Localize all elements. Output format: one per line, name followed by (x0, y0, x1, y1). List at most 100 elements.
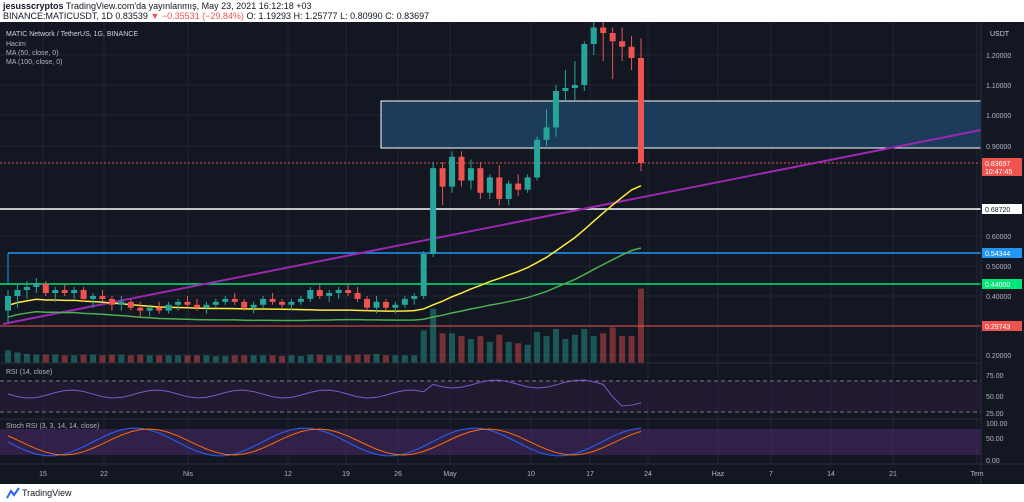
candle-body (99, 296, 106, 299)
price-level-badge (982, 158, 1022, 176)
time-tick: 24 (644, 471, 652, 478)
candle-body (571, 85, 578, 88)
time-tick: 15 (39, 471, 47, 478)
candle-body (354, 293, 361, 299)
candle-body (552, 91, 559, 128)
countdown-label: 10:47:45 (985, 169, 1012, 176)
volume-bar (156, 355, 163, 363)
time-tick: May (443, 471, 457, 478)
candle-body (600, 27, 607, 33)
candle-body (467, 168, 474, 181)
time-axis[interactable]: 15 22 Nis 12 19 26 May 10 17 24 Haz 7 14 21 Tem (39, 471, 984, 478)
candle-body (184, 301, 191, 305)
volume-bar (382, 355, 389, 363)
rsi-tick: 75.00 (986, 373, 1004, 380)
volume-bar (203, 355, 210, 363)
high-value: H: 1.25777 (293, 11, 338, 21)
candle-body (524, 177, 531, 190)
price-level-badge (982, 204, 1022, 214)
candle-body (307, 290, 314, 299)
candle-body (156, 307, 163, 311)
candle-body (14, 290, 21, 296)
volume-bar (600, 333, 607, 363)
candle-body (175, 301, 182, 305)
time-tick: 12 (284, 471, 292, 478)
volume-bar (137, 354, 144, 363)
volume-bar (316, 354, 323, 363)
price-tick: 0.90000 (986, 144, 1011, 151)
volume-bar (619, 336, 626, 363)
candle-body (146, 307, 153, 311)
resistance-box[interactable] (380, 100, 982, 149)
volume-bar (42, 354, 49, 363)
volume-bar (269, 355, 276, 363)
volume-bar (552, 328, 559, 363)
tradingview-brand[interactable]: TradingView (22, 488, 72, 498)
candle-body (61, 290, 68, 293)
candle-body (392, 304, 399, 308)
rsi-band (0, 381, 981, 412)
candle-body (411, 296, 418, 299)
candle-body (90, 296, 97, 299)
price-tick: 0.20000 (986, 353, 1011, 360)
candle-body (203, 304, 210, 308)
candle-body (108, 298, 115, 305)
volume-bar (326, 355, 333, 363)
volume-bar (430, 308, 437, 363)
candle-body (212, 301, 219, 305)
volume-bar (467, 339, 474, 363)
volume-bar (80, 354, 87, 363)
candle-body (373, 301, 380, 308)
candle-body (52, 290, 59, 293)
time-tick: 14 (827, 471, 835, 478)
candle-body (231, 298, 238, 302)
ma100-line (7, 247, 642, 322)
candle-body (619, 41, 626, 47)
volume-bar (33, 354, 40, 363)
volume-bar (335, 355, 342, 363)
candle-body (71, 290, 78, 293)
candle-body (628, 46, 635, 58)
symbol-label: BINANCE:MATICUSDT, 1D (3, 11, 113, 21)
price-level-badge (982, 321, 1022, 331)
candle-body (609, 33, 616, 42)
stoch-tick: 50.00 (986, 436, 1004, 443)
volume-bar (108, 354, 115, 363)
candle-body (193, 304, 200, 308)
price-chart[interactable]: MATIC Network / TetherUS, 1G, BINANCE Ha… (0, 22, 1024, 484)
tradingview-logo-icon (6, 487, 20, 499)
candle-body (260, 298, 267, 305)
volume-bar (486, 341, 493, 363)
price-tick: 1.10000 (986, 83, 1011, 90)
candle-body (222, 298, 229, 302)
volume-bar (543, 336, 550, 363)
candle-body (278, 301, 285, 305)
candle-body (638, 58, 644, 163)
candle-body (5, 296, 11, 311)
rsi-tick: 25.00 (986, 411, 1004, 418)
candle-body (241, 301, 248, 308)
trend-line[interactable] (2, 129, 982, 325)
candle-body (439, 168, 446, 187)
candle-body (80, 290, 87, 299)
volume-bar (562, 339, 569, 363)
candle-body (430, 168, 437, 255)
legend-ma100: MA (100, close, 0) (6, 59, 62, 66)
price-tick: 1.20000 (986, 53, 1011, 60)
volume-bar (175, 355, 182, 363)
price-level-label: 0.44000 (985, 282, 1010, 289)
time-tick: 26 (394, 471, 402, 478)
stoch-tick: 100.00 (986, 421, 1008, 428)
price-level-label: 0.83697 (985, 161, 1010, 168)
volume-bar (515, 343, 522, 363)
candle-body (534, 139, 541, 178)
author-name[interactable]: jesusscryptos (3, 1, 64, 11)
volume-bar (297, 356, 304, 363)
volume-bar (590, 336, 597, 363)
price-tick: 0.40000 (986, 294, 1011, 301)
candle-body (458, 156, 465, 181)
volume-bar (638, 288, 644, 363)
price-level-label: 0.29743 (985, 324, 1010, 331)
candle-body (590, 27, 597, 44)
